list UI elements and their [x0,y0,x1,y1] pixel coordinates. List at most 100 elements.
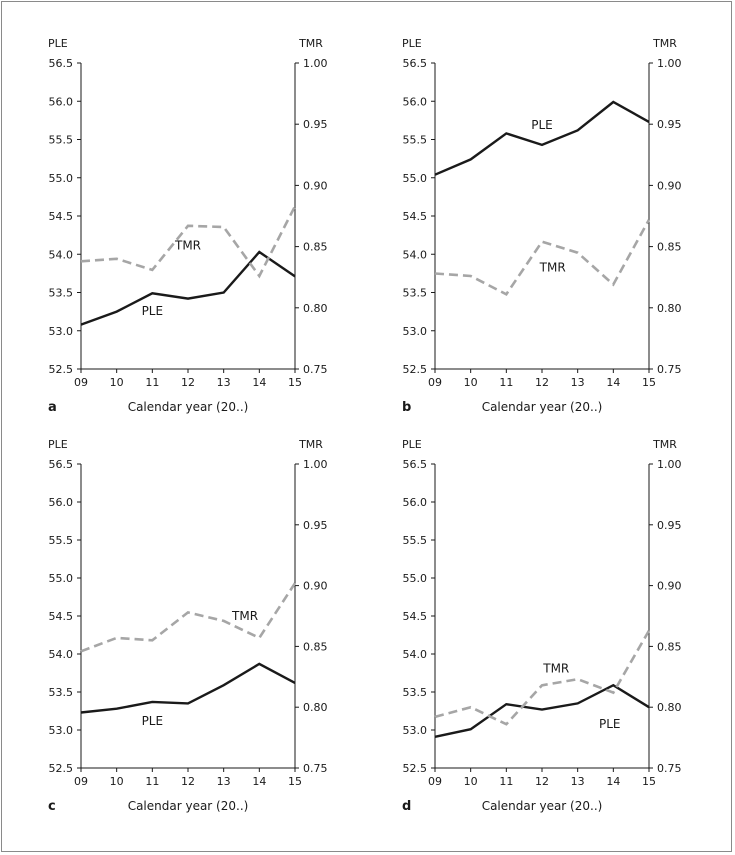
x-tick-label: 13 [217,775,231,788]
right-tick-label: 0.90 [303,580,328,593]
x-tick-label: 14 [606,775,620,788]
panel-letter: a [48,400,57,415]
x-axis-title: Calendar year (20..) [482,400,603,414]
left-tick-label: 55.5 [403,534,428,547]
right-tick-label: 1.00 [303,458,328,471]
series-label-ple: PLE [599,717,621,731]
right-tick-label: 0.90 [657,580,682,593]
left-axis-title: PLE [48,37,68,50]
left-tick-label: 54.0 [403,248,428,261]
series-label-tmr: TMR [174,238,201,252]
series-label-ple: PLE [142,714,164,728]
right-tick-label: 0.95 [303,118,328,131]
panel-b: 52.5 53.0 53.5 54.0 54.5 55.0 55.5 56.0 56.5 0.75… [402,37,682,415]
left-tick-label: 53.0 [49,724,74,737]
x-tick-label: 14 [252,376,266,389]
left-tick-label: 55.5 [49,134,74,147]
right-tick-label: 1.00 [657,458,682,471]
left-tick-label: 55.0 [49,572,74,585]
x-tick-label: 15 [642,775,656,788]
right-tick-label: 0.80 [657,302,682,315]
x-tick-label: 10 [464,376,478,389]
left-tick-label: 54.5 [49,610,74,623]
right-axis-title: TMR [298,37,323,50]
left-tick-label: 53.0 [49,325,74,338]
series-line-tmr [80,582,297,653]
right-tick-label: 1.00 [303,57,328,70]
x-tick-label: 09 [74,376,88,389]
left-tick-label: 55.0 [49,172,74,185]
right-tick-label: 0.75 [657,762,682,775]
panel-a: 52.5 53.0 53.5 54.0 54.5 55.0 55.5 56.0 56.5 0.75… [48,37,328,415]
right-tick-label: 0.75 [657,363,682,376]
left-tick-label: 56.5 [49,57,74,70]
left-tick-label: 55.0 [403,572,428,585]
x-tick-label: 15 [288,376,302,389]
right-tick-label: 0.85 [303,640,328,653]
right-tick-label: 0.85 [303,241,328,254]
left-tick-label: 56.0 [49,496,74,509]
left-tick-label: 56.0 [49,95,74,108]
left-tick-label: 56.5 [403,57,428,70]
right-tick-label: 0.85 [657,640,682,653]
x-tick-label: 14 [252,775,266,788]
right-tick-label: 0.80 [657,701,682,714]
x-tick-label: 11 [499,775,513,788]
left-axis-title: PLE [48,438,68,451]
panel-letter: d [402,799,411,814]
left-axis-title: PLE [402,37,422,50]
right-tick-label: 1.00 [657,57,682,70]
left-tick-label: 56.0 [403,496,428,509]
panel-letter: b [402,400,411,415]
right-tick-label: 0.75 [303,762,328,775]
left-tick-label: 54.5 [403,610,428,623]
left-tick-label: 54.0 [49,248,74,261]
x-tick-label: 11 [499,376,513,389]
right-tick-label: 0.80 [303,302,328,315]
series-label-tmr: TMR [231,609,258,623]
x-tick-label: 10 [110,775,124,788]
right-tick-label: 0.95 [657,118,682,131]
x-tick-label: 09 [428,775,442,788]
series-label-ple: PLE [142,304,164,318]
left-tick-label: 56.0 [403,95,428,108]
x-tick-label: 12 [535,775,549,788]
x-tick-label: 11 [145,775,159,788]
left-tick-label: 53.5 [49,287,74,300]
x-axis-title: Calendar year (20..) [128,400,249,414]
left-tick-label: 53.0 [403,724,428,737]
series-line-ple [80,662,296,714]
x-tick-label: 12 [181,376,195,389]
x-tick-label: 15 [288,775,302,788]
x-tick-label: 13 [571,376,585,389]
right-axis-title: TMR [652,37,677,50]
right-tick-label: 0.90 [303,179,328,192]
series-label-ple: PLE [531,118,553,132]
right-tick-label: 0.80 [303,701,328,714]
left-tick-label: 53.5 [403,287,428,300]
x-tick-label: 09 [428,376,442,389]
x-tick-label: 10 [110,376,124,389]
left-tick-label: 53.5 [49,686,74,699]
left-axis-title: PLE [402,438,422,451]
x-tick-label: 12 [535,376,549,389]
left-tick-label: 55.0 [403,172,428,185]
panel-letter: c [48,799,56,814]
left-tick-label: 52.5 [403,363,428,376]
right-tick-label: 0.90 [657,179,682,192]
x-tick-label: 09 [74,775,88,788]
left-tick-label: 54.0 [49,648,74,661]
right-tick-label: 0.75 [303,363,328,376]
series-line-ple [80,250,296,326]
right-tick-label: 0.95 [303,519,328,532]
x-tick-label: 13 [571,775,585,788]
x-axis-title: Calendar year (20..) [482,799,603,813]
panel-d: 52.5 53.0 53.5 54.0 54.5 55.0 55.5 56.0 56.5 0.75… [402,438,682,814]
x-tick-label: 14 [606,376,620,389]
x-tick-label: 10 [464,775,478,788]
left-tick-label: 54.5 [403,210,428,223]
left-tick-label: 56.5 [403,458,428,471]
series-line-tmr [434,219,651,296]
x-tick-label: 11 [145,376,159,389]
